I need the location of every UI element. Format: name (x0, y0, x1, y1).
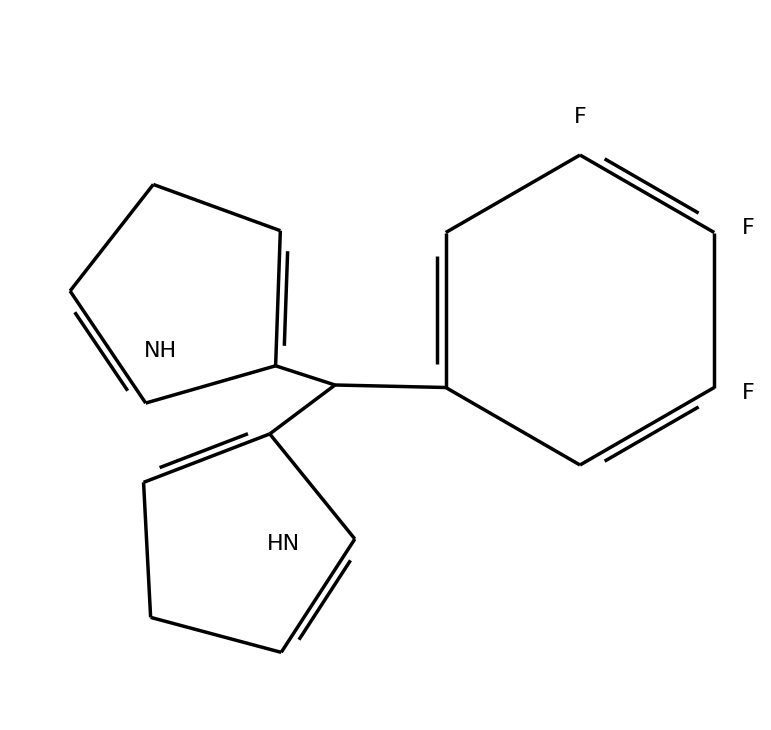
Text: F: F (742, 218, 755, 237)
Text: F: F (574, 107, 587, 127)
Text: NH: NH (144, 341, 177, 361)
Text: HN: HN (267, 534, 300, 554)
Text: F: F (742, 383, 755, 402)
